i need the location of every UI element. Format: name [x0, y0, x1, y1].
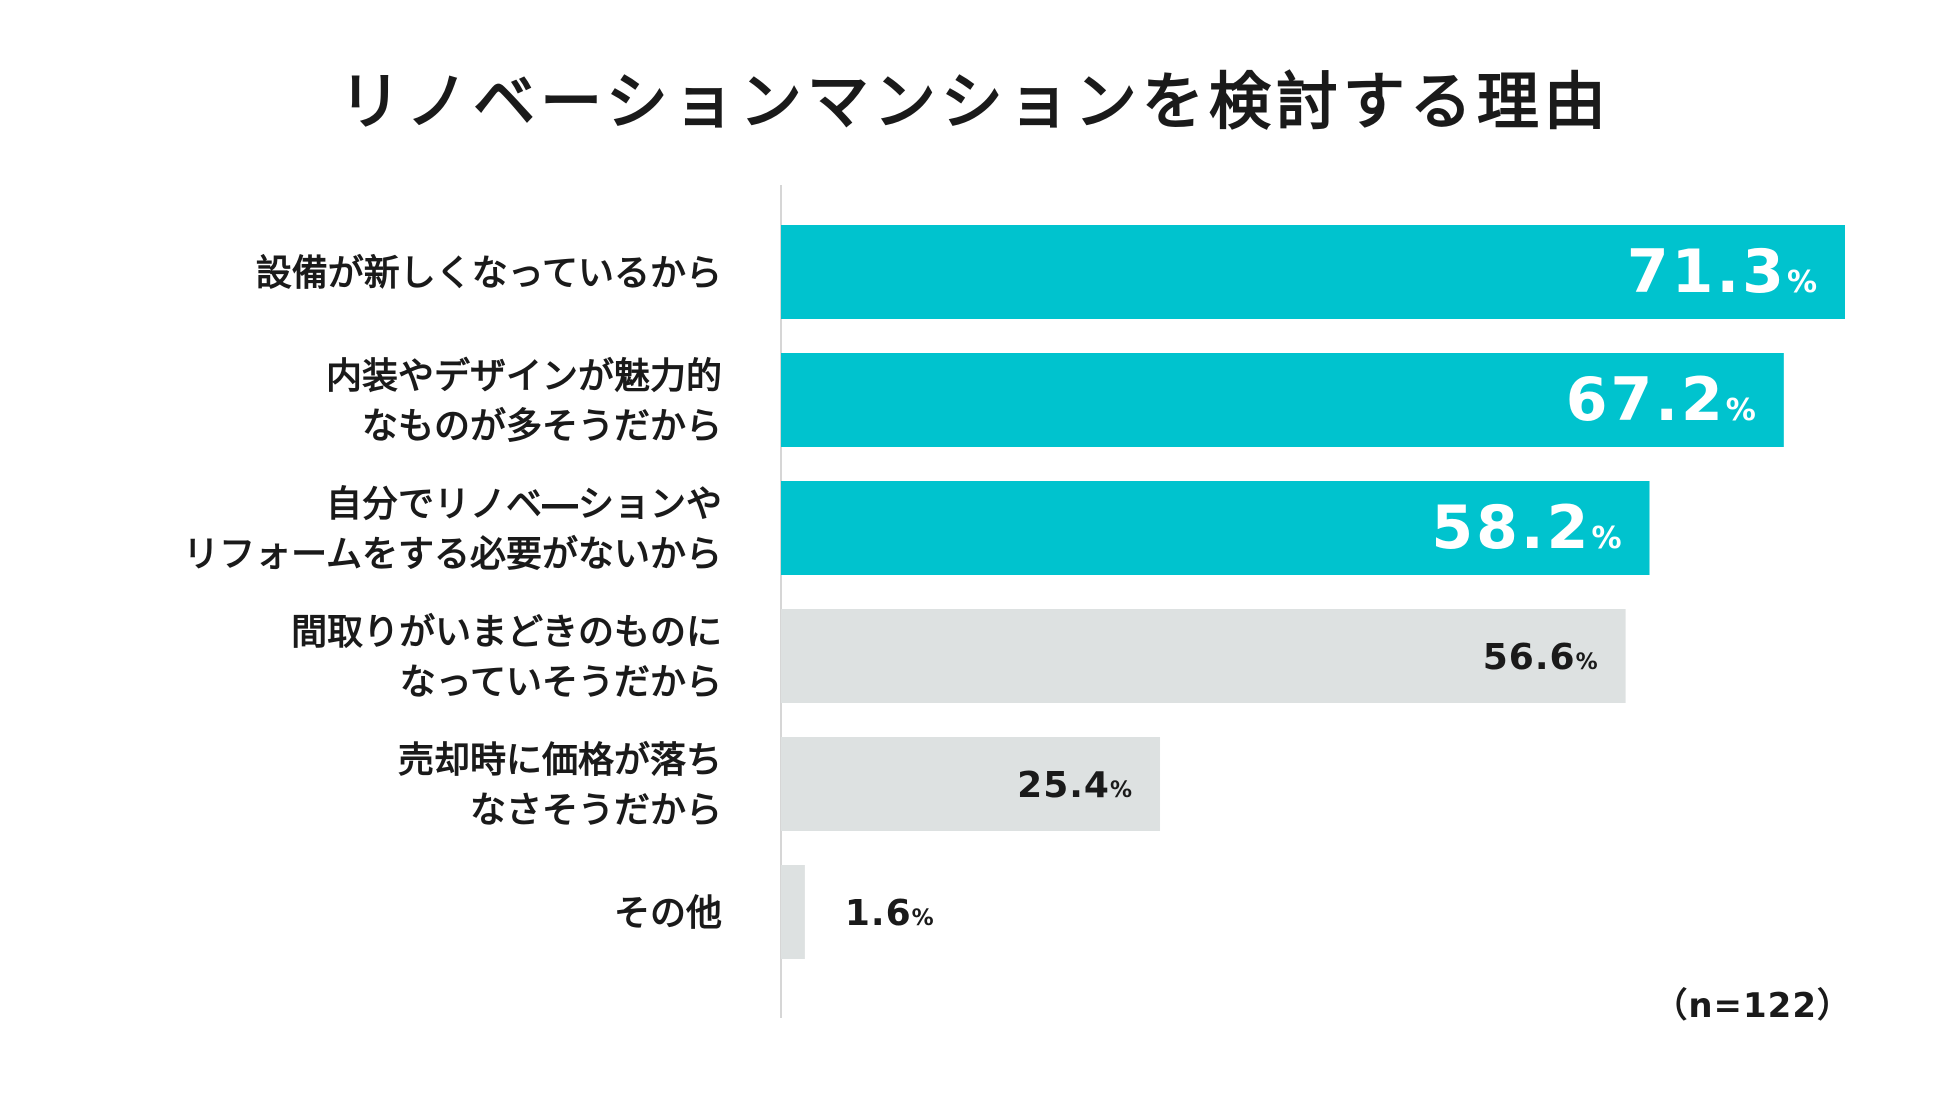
- category-label-5: その他: [614, 893, 722, 934]
- chart-title: リノベーションマンションを検討する理由: [339, 65, 1611, 138]
- bars-group: [781, 225, 1845, 959]
- value-label-0: 71.3%: [1627, 237, 1817, 307]
- bar-1: [781, 353, 1784, 447]
- category-label-0: 設備が新しくなっているから: [256, 253, 722, 294]
- bar-2: [781, 481, 1650, 575]
- category-labels-group: 設備が新しくなっているから内装やデザインが魅力的なものが多そうだから自分でリノベ…: [183, 253, 722, 934]
- category-label-2: 自分でリノベ―ションやリフォームをする必要がないから: [183, 484, 722, 575]
- bar-4: [781, 737, 1161, 831]
- sample-size-note: （n=122）: [1653, 986, 1852, 1026]
- category-label-4: 売却時に価格が落ちなさそうだから: [398, 740, 722, 831]
- value-labels-group: 71.3% 67.2% 58.2% 56.6% 25.4% 1.6%: [845, 237, 1817, 934]
- value-label-3: 56.6%: [1483, 637, 1598, 678]
- value-label-2: 58.2%: [1431, 493, 1621, 563]
- bar-0: [781, 225, 1845, 319]
- value-label-1: 67.2%: [1566, 365, 1756, 435]
- bar-5: [781, 865, 805, 959]
- category-label-1: 内装やデザインが魅力的なものが多そうだから: [326, 355, 722, 447]
- bar-3: [781, 609, 1626, 703]
- category-label-3: 間取りがいまどきのものになっていそうだから: [291, 612, 722, 703]
- value-label-4: 25.4%: [1017, 765, 1132, 806]
- value-label-5: 1.6%: [845, 893, 934, 934]
